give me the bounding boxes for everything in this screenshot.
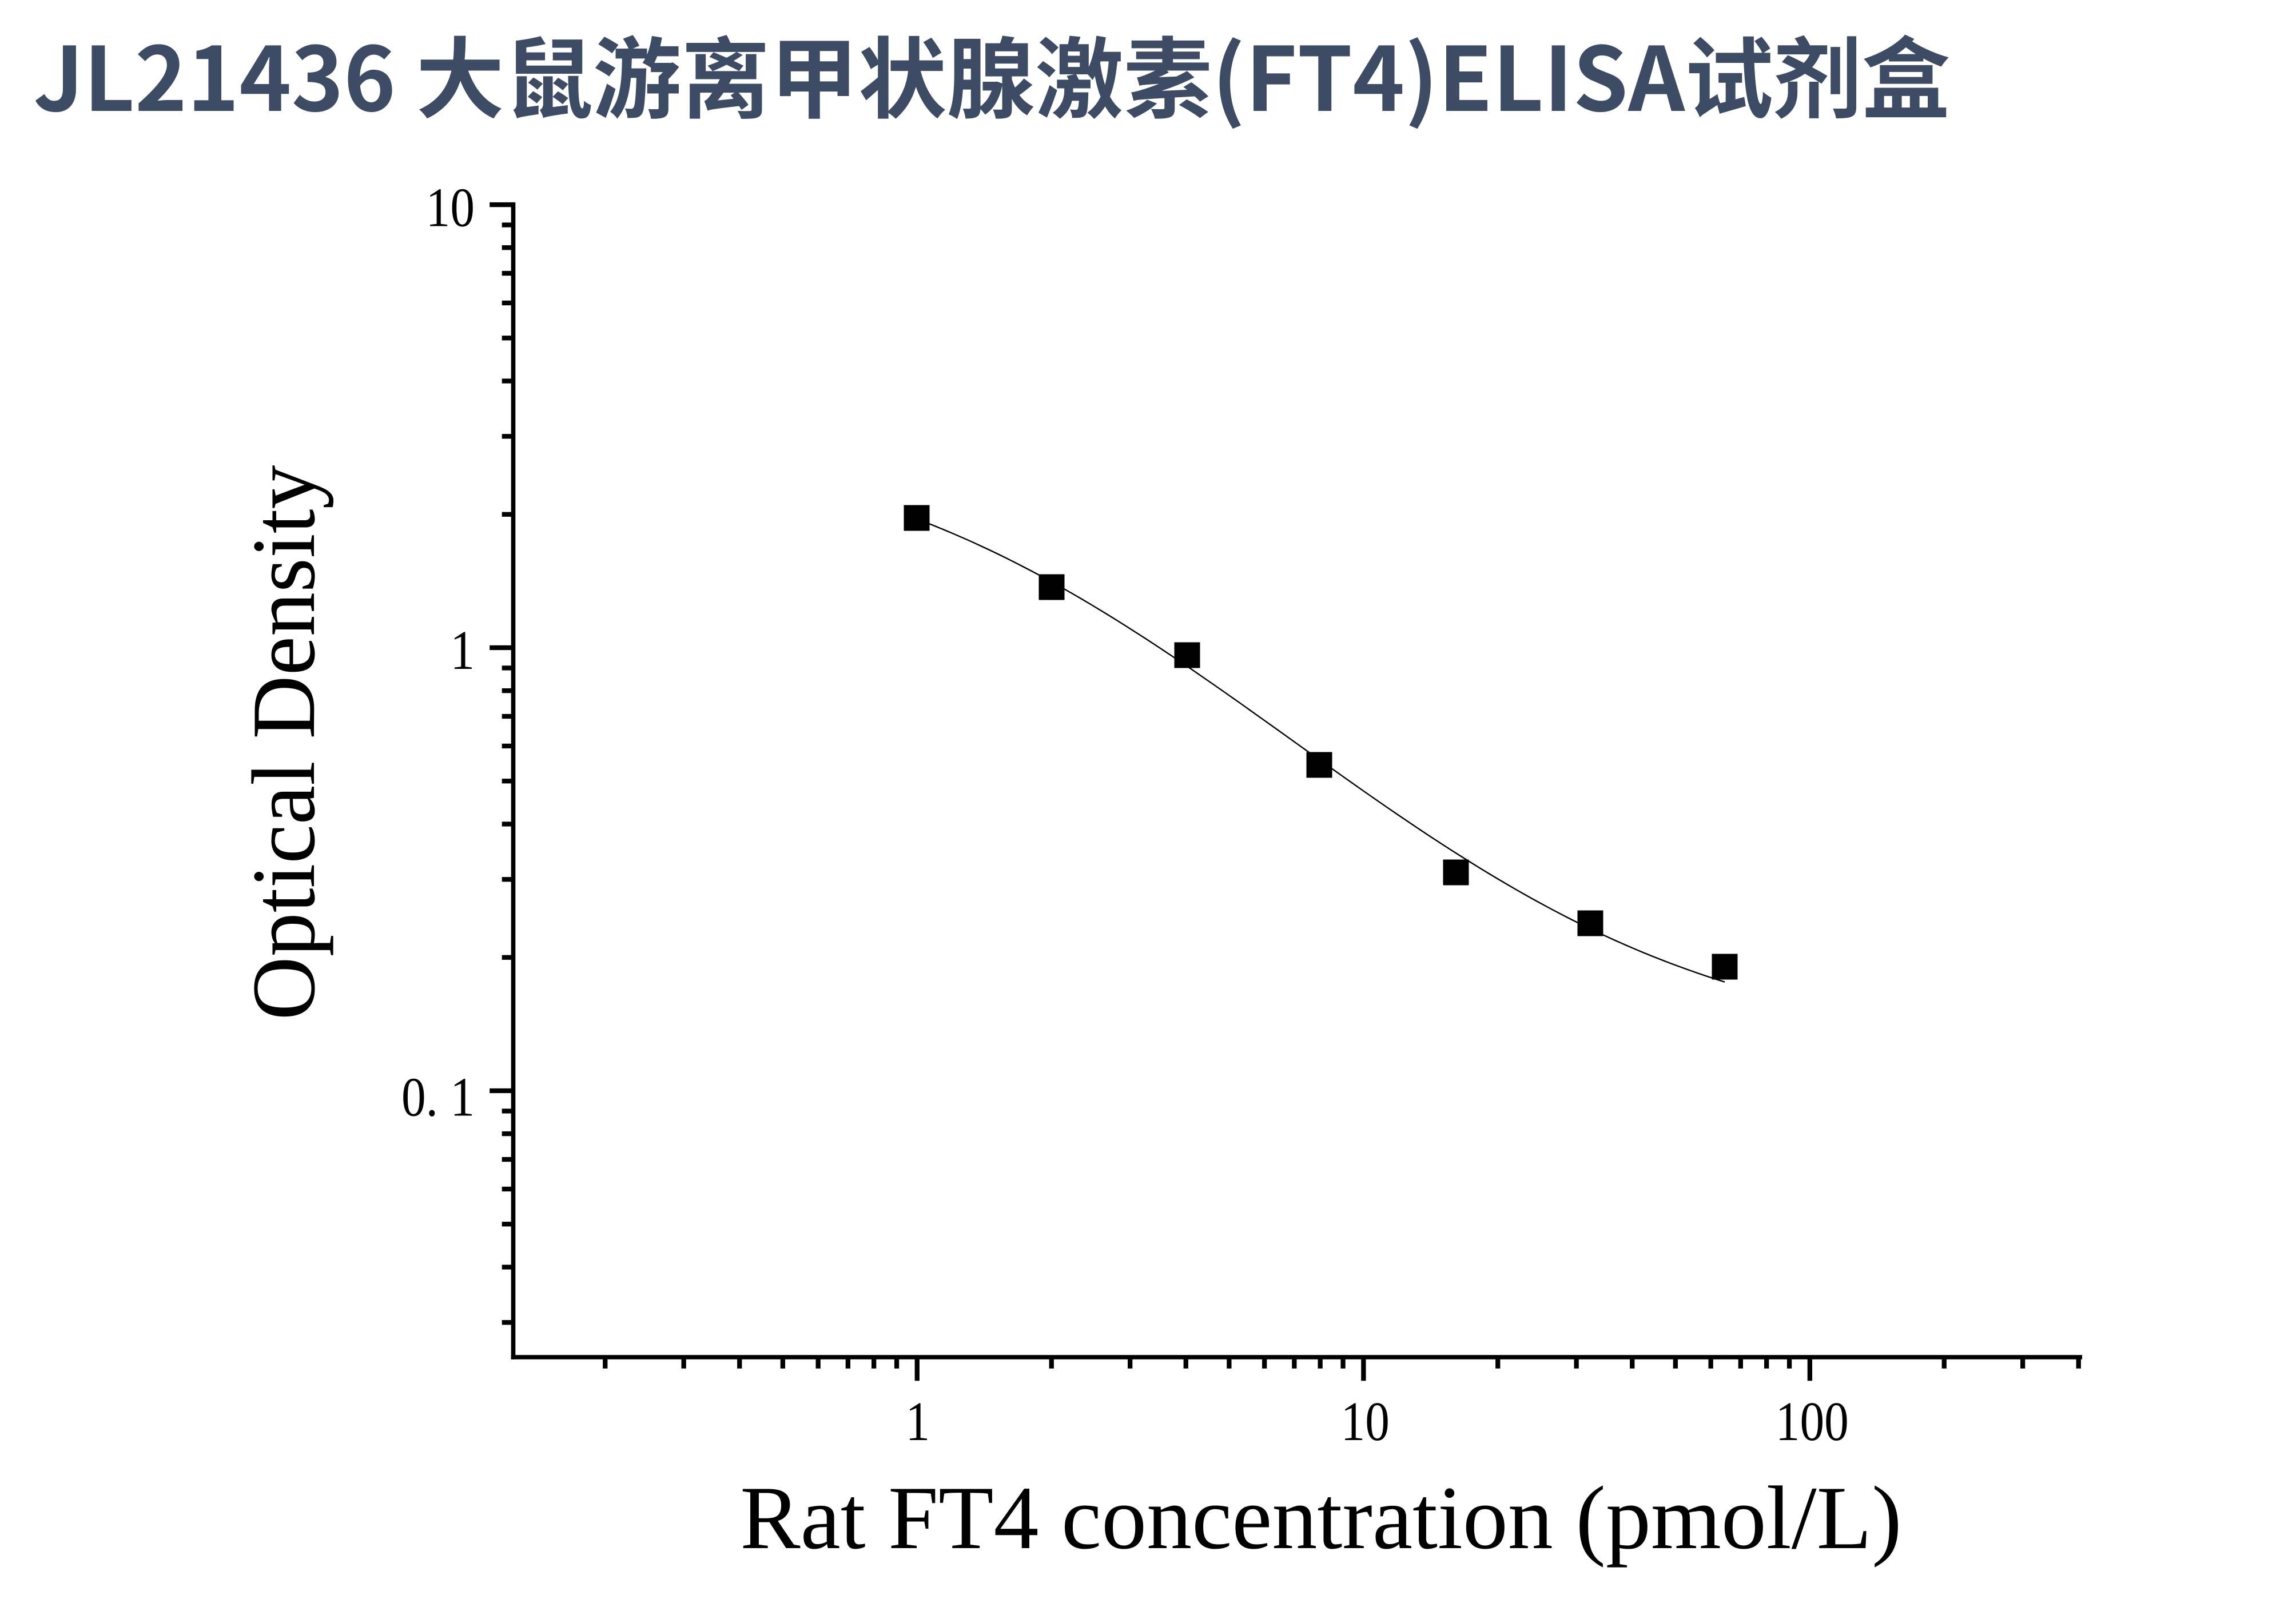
svg-text:1: 1: [905, 1391, 930, 1452]
svg-text:1: 1: [450, 620, 475, 681]
svg-text:0. 1: 0. 1: [401, 1067, 475, 1128]
svg-text:Optical Density: Optical Density: [233, 465, 333, 1020]
svg-text:Rat FT4 concentration (pmol/L): Rat FT4 concentration (pmol/L): [740, 1468, 1902, 1568]
svg-text:10: 10: [1341, 1391, 1390, 1452]
svg-text:10: 10: [426, 177, 475, 238]
svg-text:100: 100: [1776, 1391, 1849, 1452]
